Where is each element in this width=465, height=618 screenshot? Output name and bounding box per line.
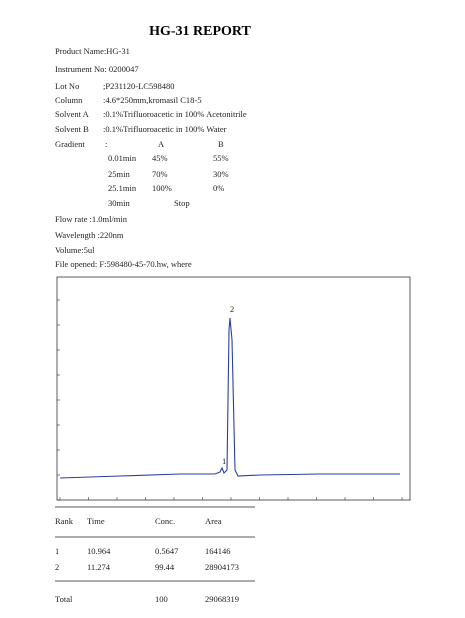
axis-ticks xyxy=(57,299,403,501)
table-header: Rank xyxy=(55,516,74,526)
peak-label: 2 xyxy=(230,304,234,314)
setting-line: Flow rate :1.0ml/min xyxy=(55,214,128,224)
info-value: :0.1%Trifluoroacetic in 100% Water xyxy=(103,124,227,134)
table-total: 100 xyxy=(155,594,168,604)
info-label: Column xyxy=(55,95,83,105)
table-cell: 28904173 xyxy=(205,562,239,572)
chromatogram xyxy=(56,276,411,501)
gradient-cell: 25.1min xyxy=(108,183,137,193)
table-header: Area xyxy=(205,516,222,526)
info-line: Product Name:HG-31 xyxy=(55,46,130,56)
info-value: :0.1%Trifluoroacetic in 100% Acetonitril… xyxy=(103,109,247,119)
info-label: Solvent A xyxy=(55,109,90,119)
gradient-col: B xyxy=(218,139,224,149)
gradient-cell: 0.01min xyxy=(108,153,137,163)
table-cell: 10.964 xyxy=(87,546,111,556)
peak-label: 1 xyxy=(222,456,226,466)
gradient-label: Gradient xyxy=(55,139,85,149)
gradient-cell: 55% xyxy=(213,153,229,163)
info-value: :4.6*250mm,kromasil C18-5 xyxy=(103,95,201,105)
gradient-cell: 70% xyxy=(152,169,168,179)
trace xyxy=(59,317,400,479)
table-cell: 99.44 xyxy=(155,562,175,572)
table-cell: 2 xyxy=(55,562,59,572)
table-cell: 0.5647 xyxy=(155,546,178,556)
table-total: Total xyxy=(55,594,73,604)
report-title: HG-31 REPORT xyxy=(149,24,251,39)
table-header: Conc. xyxy=(155,516,175,526)
setting-line: File opened: F:598480-45-70.hw, where xyxy=(55,259,192,269)
gradient-cell: 25min xyxy=(108,169,130,179)
setting-line: Volume:5ul xyxy=(55,245,95,255)
gradient-cell: 30min xyxy=(108,198,130,208)
gradient-cell: 100% xyxy=(152,183,172,193)
table-cell: 11.274 xyxy=(87,562,111,572)
table-total: 29068319 xyxy=(205,594,239,604)
info-line: Instrument No: 0200047 xyxy=(55,64,139,74)
info-value: ;P231120-LC598480 xyxy=(103,81,174,91)
table-header: Time xyxy=(87,516,105,526)
table-cell: 1 xyxy=(55,546,59,556)
gradient-cell: Stop xyxy=(174,198,190,208)
gradient-cell: 30% xyxy=(213,169,229,179)
plot-frame xyxy=(56,276,411,501)
gradient-col: A xyxy=(158,139,165,149)
table-cell: 164146 xyxy=(205,546,231,556)
setting-line: Wavelength :220nm xyxy=(55,230,124,240)
gradient-cell: 0% xyxy=(213,183,224,193)
info-label: Lot No xyxy=(55,81,79,91)
info-label: Solvent B xyxy=(55,124,89,134)
gradient-cell: 45% xyxy=(152,153,168,163)
gradient-colon: : xyxy=(105,139,107,149)
